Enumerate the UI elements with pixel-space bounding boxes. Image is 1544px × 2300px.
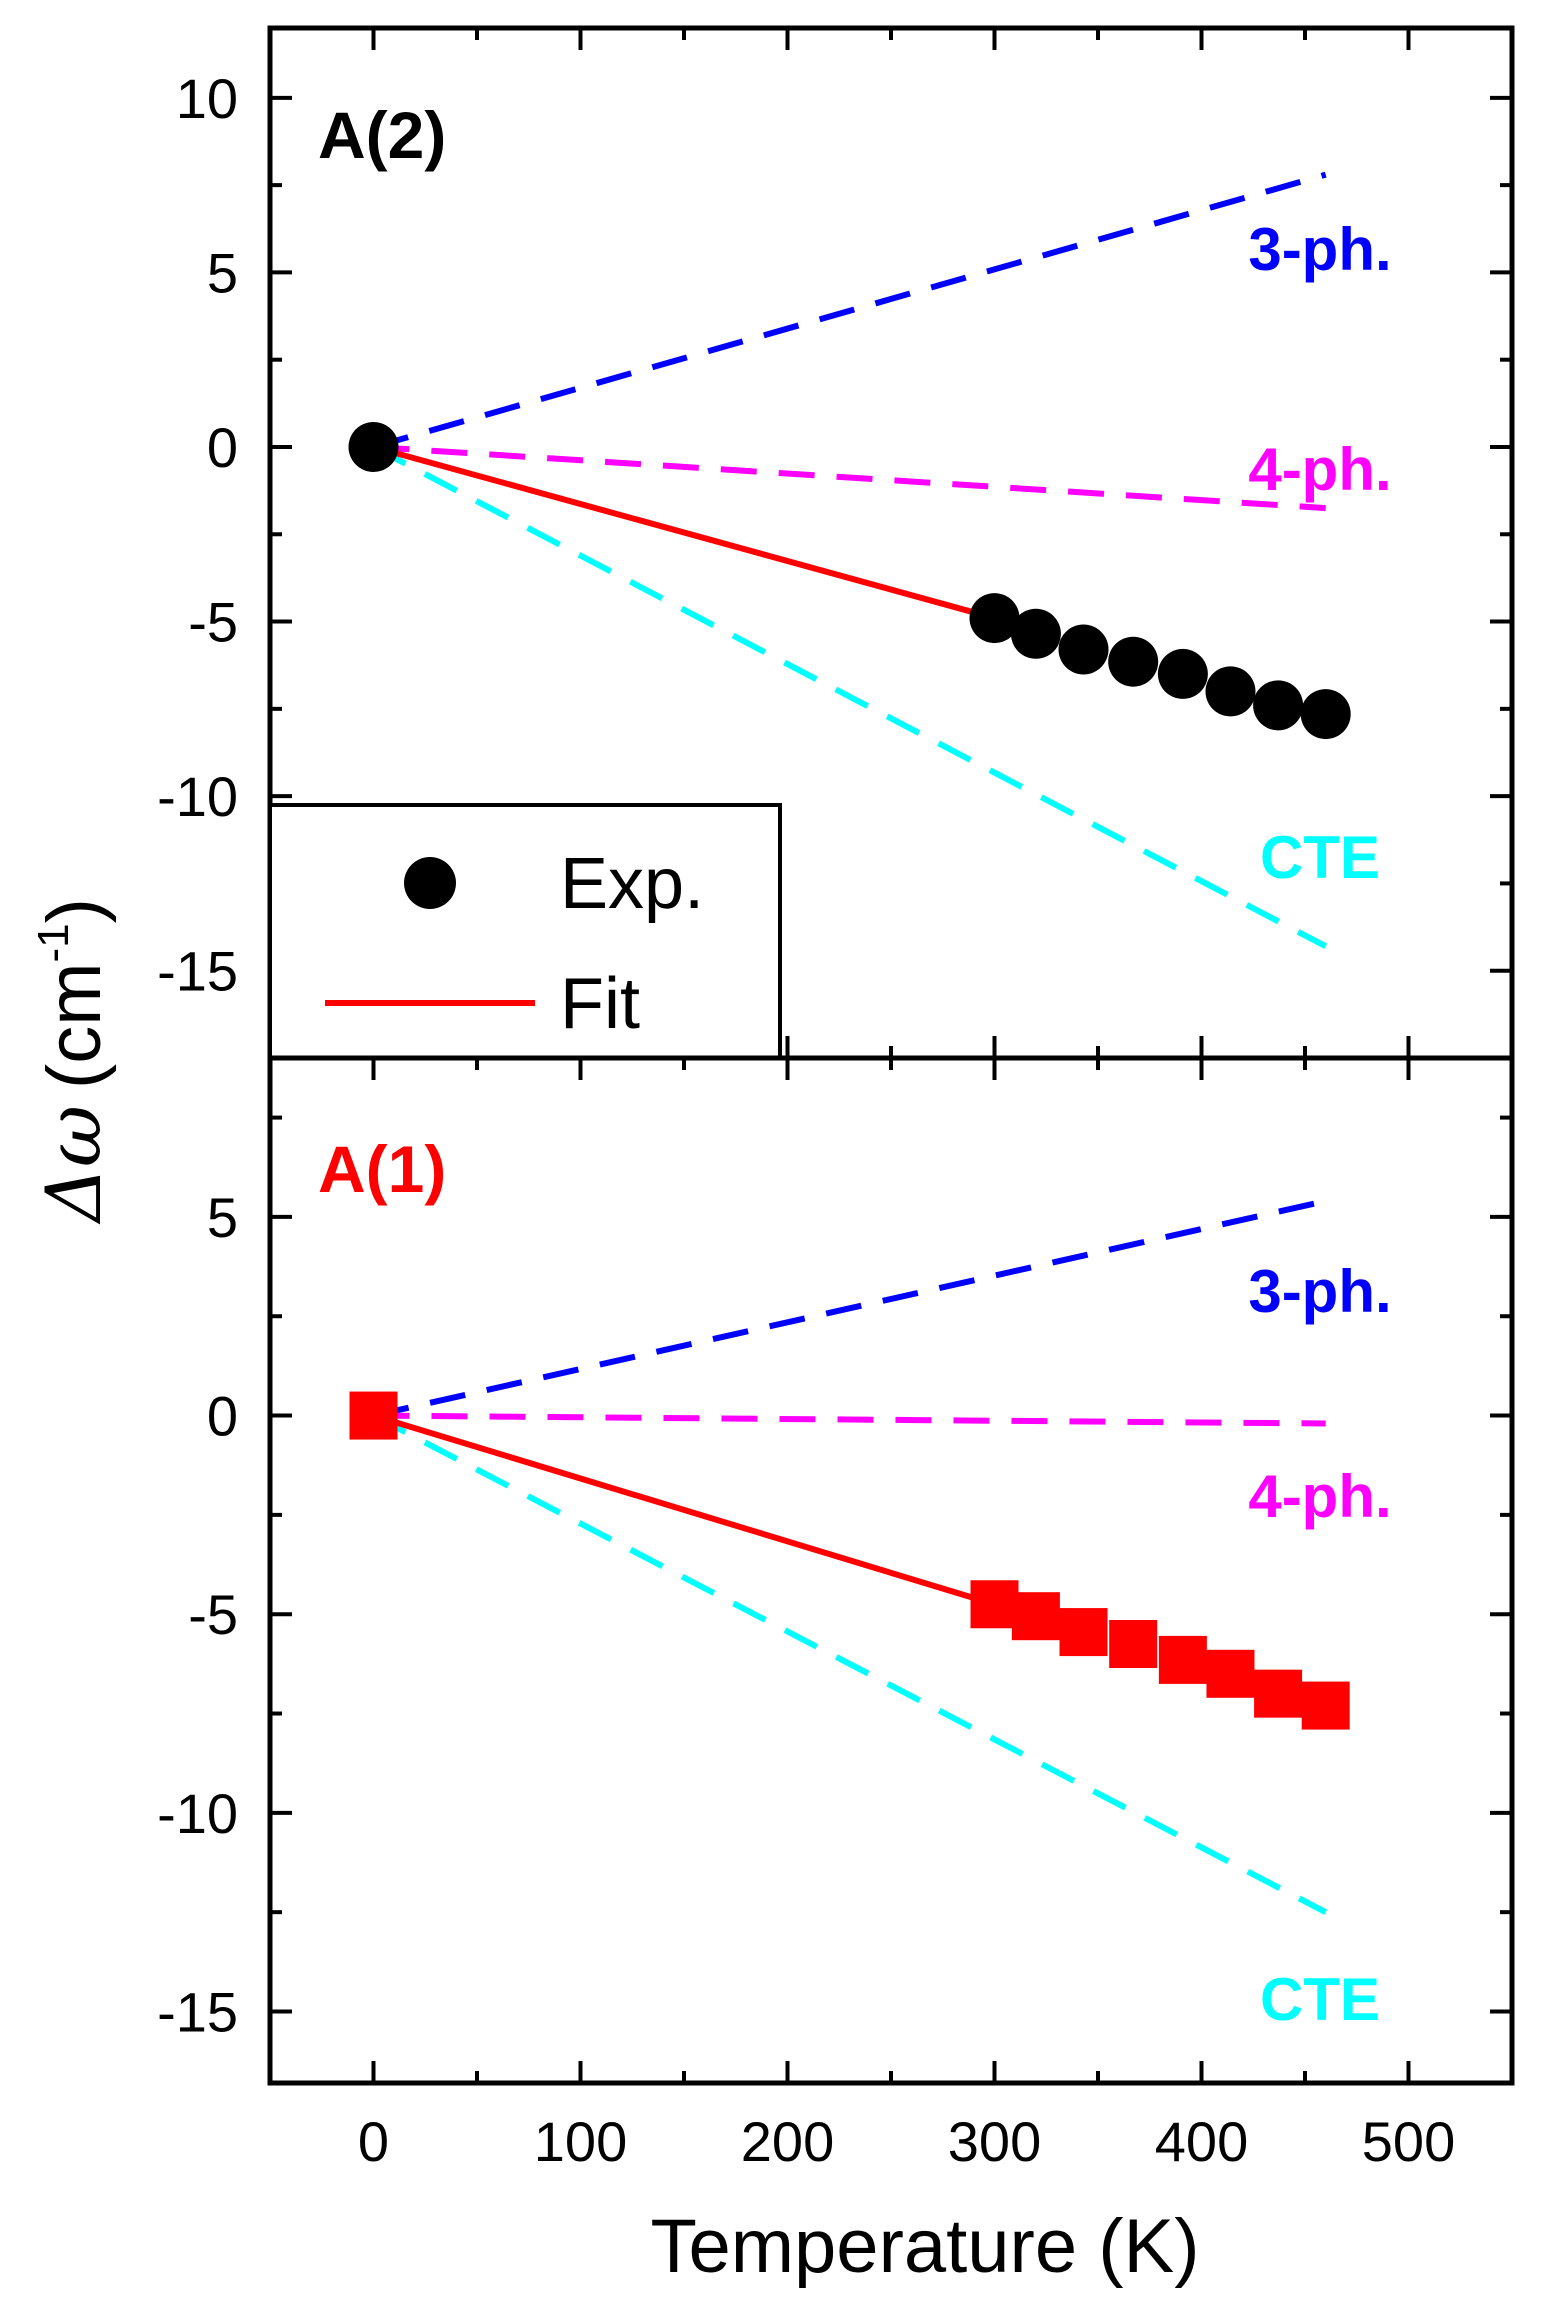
y-tick-label: -5 <box>188 1583 238 1646</box>
data-point <box>1205 666 1256 717</box>
series-line-CTE <box>372 444 1328 949</box>
axis-titles: Temperature (K) Δω (cm-1) <box>29 898 1200 2289</box>
y-tick-label: -15 <box>157 940 238 1003</box>
data-point <box>1011 1592 1060 1641</box>
series-line-3-ph. <box>372 1198 1327 1419</box>
data-point <box>1010 608 1061 659</box>
series-label: CTE <box>1260 824 1380 891</box>
legend-label-exp: Exp. <box>560 844 704 924</box>
fit-line <box>372 444 996 621</box>
panel-label: A(2) <box>318 98 446 172</box>
data-point <box>969 593 1020 644</box>
series-line-3-ph. <box>372 171 1327 450</box>
y-axis-unit: (cm <box>32 962 117 1089</box>
series-line-CTE <box>372 1412 1328 1915</box>
legend-marker-exp <box>404 857 456 909</box>
data-point <box>970 1580 1019 1629</box>
series-label: 4-ph. <box>1248 436 1391 503</box>
data-point <box>1108 636 1159 687</box>
y-tick-label: -10 <box>157 1782 238 1845</box>
legend: Exp. Fit <box>268 803 782 1060</box>
chart-panels: 10 5 0 -5 -10 -15 3-ph. 4-ph. CTE A(2) Exp. Fit 5 0 -5… <box>157 25 1515 2173</box>
data-point <box>1058 624 1109 675</box>
data-point <box>1301 1681 1350 1730</box>
data-point <box>1158 1635 1207 1684</box>
data-point <box>1157 648 1208 699</box>
fit-line <box>372 1412 996 1608</box>
y-axis-unit-close: ) <box>32 898 117 923</box>
series-label: CTE <box>1260 1966 1380 2033</box>
y-tick-label: 0 <box>207 1385 238 1448</box>
data-point <box>1254 1669 1303 1718</box>
y-tick-label: 0 <box>207 416 238 479</box>
x-tick-label: 100 <box>534 2110 627 2173</box>
data-point <box>1300 689 1351 740</box>
data-point <box>349 1391 398 1440</box>
x-tick-label: 0 <box>358 2110 389 2173</box>
data-point <box>1059 1608 1108 1657</box>
data-point <box>348 421 399 472</box>
x-tick-label: 500 <box>1362 2110 1455 2173</box>
x-tick-label: 300 <box>948 2110 1041 2173</box>
data-point <box>1109 1619 1158 1668</box>
y-tick-label: -10 <box>157 765 238 828</box>
panel-bottom: 5 0 -5 -10 -15 0 100 200 300 400 500 3-ph. 4-ph. CTE A… <box>157 1055 1515 2173</box>
series-label: 3-ph. <box>1248 1258 1391 1325</box>
series-label: 4-ph. <box>1248 1463 1391 1530</box>
x-axis-title: Temperature (K) <box>650 2204 1199 2289</box>
panel-top: 10 5 0 -5 -10 -15 3-ph. 4-ph. CTE A(2) Exp. Fit <box>157 25 1515 1061</box>
y-tick-label: -5 <box>188 591 238 654</box>
series-label: 3-ph. <box>1248 216 1391 283</box>
y-tick-label: 10 <box>176 67 238 130</box>
y-axis-unit-exponent: -1 <box>29 923 78 962</box>
y-tick-label: -15 <box>157 1980 238 2043</box>
y-tick-label: 5 <box>207 241 238 304</box>
x-tick-label: 400 <box>1155 2110 1248 2173</box>
y-axis-title: Δω (cm-1) <box>29 898 118 1225</box>
legend-label-fit: Fit <box>560 964 640 1044</box>
legend-box <box>268 803 782 1060</box>
data-point <box>1206 1649 1255 1698</box>
y-tick-label: 5 <box>207 1186 238 1249</box>
x-tick-label: 200 <box>741 2110 834 2173</box>
data-point <box>1253 680 1304 731</box>
y-axis-symbol: Δω <box>29 1105 118 1225</box>
series-line-4-ph. <box>373 1412 1326 1427</box>
panel-label: A(1) <box>318 1132 446 1206</box>
series-line-4-ph. <box>373 443 1326 512</box>
